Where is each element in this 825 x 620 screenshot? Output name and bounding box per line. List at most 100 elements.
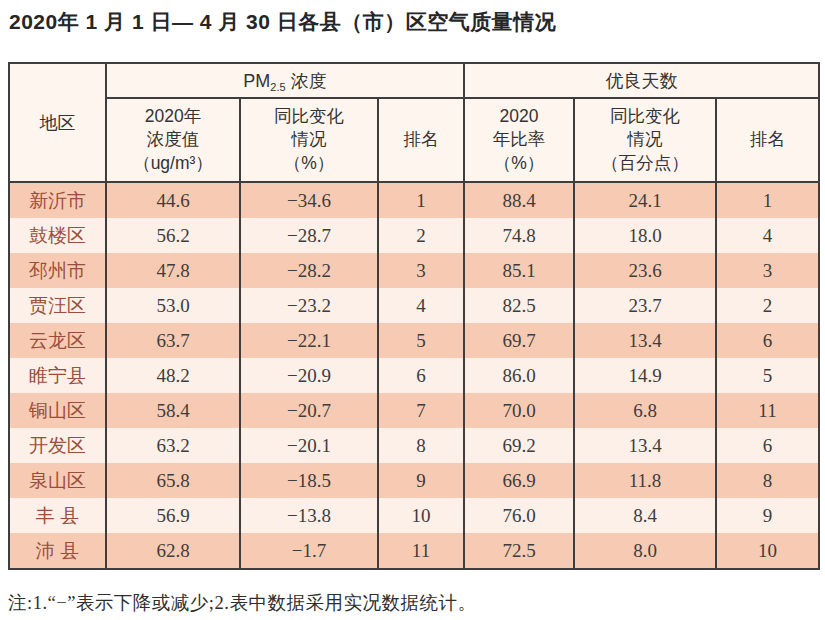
good-rank-cell: 11 — [716, 393, 819, 428]
table-row: 铜山区 58.4 −20.7 7 70.0 6.8 11 — [9, 393, 819, 428]
pm-change-cell: −20.7 — [240, 393, 378, 428]
pm-value-cell: 58.4 — [106, 393, 240, 428]
good-change-cell: 23.6 — [574, 253, 716, 288]
pm-value-cell: 47.8 — [106, 253, 240, 288]
pm-rank-cell: 8 — [378, 428, 464, 463]
good-rank-cell: 10 — [716, 533, 819, 569]
good-change-cell: 8.4 — [574, 498, 716, 533]
region-cell: 丰 县 — [9, 498, 106, 533]
pm-rank-cell: 10 — [378, 498, 464, 533]
region-cell: 新沂市 — [9, 182, 106, 218]
region-cell: 贾汪区 — [9, 288, 106, 323]
pm-change-cell: −20.9 — [240, 358, 378, 393]
pm-rank-cell: 2 — [378, 218, 464, 253]
column-group-good-days: 优良天数 — [464, 63, 819, 98]
region-cell: 铜山区 — [9, 393, 106, 428]
table-row: 邳州市 47.8 −28.2 3 85.1 23.6 3 — [9, 253, 819, 288]
good-rate-cell: 85.1 — [464, 253, 574, 288]
good-rate-cell: 70.0 — [464, 393, 574, 428]
pm-rank-cell: 7 — [378, 393, 464, 428]
good-rank-cell: 1 — [716, 182, 819, 218]
pm-change-cell: −28.2 — [240, 253, 378, 288]
pm-label-prefix: PM — [243, 71, 270, 91]
pm-value-cell: 63.7 — [106, 323, 240, 358]
pm-change-cell: −23.2 — [240, 288, 378, 323]
table-row: 睢宁县 48.2 −20.9 6 86.0 14.9 5 — [9, 358, 819, 393]
good-change-cell: 11.8 — [574, 463, 716, 498]
pm-value-cell: 48.2 — [106, 358, 240, 393]
pm-value-cell: 65.8 — [106, 463, 240, 498]
group-header-row: 地区 PM2.5 浓度 优良天数 — [9, 63, 819, 98]
table-row: 丰 县 56.9 −13.8 10 76.0 8.4 9 — [9, 498, 819, 533]
good-rate-cell: 82.5 — [464, 288, 574, 323]
pm-rank-cell: 6 — [378, 358, 464, 393]
pm-change-cell: −13.8 — [240, 498, 378, 533]
table-row: 鼓楼区 56.2 −28.7 2 74.8 18.0 4 — [9, 218, 819, 253]
region-cell: 云龙区 — [9, 323, 106, 358]
pm-change-cell: −34.6 — [240, 182, 378, 218]
good-change-cell: 18.0 — [574, 218, 716, 253]
column-header-good-rate: 2020 年比率 （%） — [464, 98, 574, 182]
sub-header-row: 2020年 浓度值 （ug/m³） 同比变化 情况 （%） 排名 2020 年比… — [9, 98, 819, 182]
good-rate-cell: 74.8 — [464, 218, 574, 253]
region-cell: 鼓楼区 — [9, 218, 106, 253]
good-change-cell: 13.4 — [574, 428, 716, 463]
pm-rank-cell: 5 — [378, 323, 464, 358]
pm-change-cell: −28.7 — [240, 218, 378, 253]
good-rate-cell: 88.4 — [464, 182, 574, 218]
column-header-good-rank: 排名 — [716, 98, 819, 182]
table-row: 泉山区 65.8 −18.5 9 66.9 11.8 8 — [9, 463, 819, 498]
table-row: 贾汪区 53.0 −23.2 4 82.5 23.7 2 — [9, 288, 819, 323]
pm-rank-cell: 3 — [378, 253, 464, 288]
good-change-cell: 6.8 — [574, 393, 716, 428]
column-group-pm25: PM2.5 浓度 — [106, 63, 464, 98]
air-quality-table: 地区 PM2.5 浓度 优良天数 2020年 浓度值 （ug/m³） 同比变化 … — [8, 62, 820, 570]
pm-rank-cell: 1 — [378, 182, 464, 218]
good-rate-cell: 69.2 — [464, 428, 574, 463]
pm-change-cell: −18.5 — [240, 463, 378, 498]
region-cell: 泉山区 — [9, 463, 106, 498]
good-rank-cell: 6 — [716, 323, 819, 358]
good-rank-cell: 6 — [716, 428, 819, 463]
pm-value-cell: 56.2 — [106, 218, 240, 253]
table-row: 云龙区 63.7 −22.1 5 69.7 13.4 6 — [9, 323, 819, 358]
column-header-pm-rank: 排名 — [378, 98, 464, 182]
pm-change-cell: −22.1 — [240, 323, 378, 358]
good-rank-cell: 5 — [716, 358, 819, 393]
pm-value-cell: 62.8 — [106, 533, 240, 569]
good-change-cell: 24.1 — [574, 182, 716, 218]
table-row: 沛 县 62.8 −1.7 11 72.5 8.0 10 — [9, 533, 819, 569]
good-rank-cell: 2 — [716, 288, 819, 323]
pm-value-cell: 53.0 — [106, 288, 240, 323]
pm-rank-cell: 11 — [378, 533, 464, 569]
good-change-cell: 13.4 — [574, 323, 716, 358]
region-cell: 邳州市 — [9, 253, 106, 288]
good-change-cell: 23.7 — [574, 288, 716, 323]
good-change-cell: 14.9 — [574, 358, 716, 393]
page: 2020年 1 月 1 日— 4 月 30 日各县（市）区空气质量情况 地区 P… — [0, 0, 825, 620]
good-rate-cell: 76.0 — [464, 498, 574, 533]
page-title: 2020年 1 月 1 日— 4 月 30 日各县（市）区空气质量情况 — [9, 8, 556, 36]
table-row: 新沂市 44.6 −34.6 1 88.4 24.1 1 — [9, 182, 819, 218]
good-rate-cell: 69.7 — [464, 323, 574, 358]
good-rank-cell: 3 — [716, 253, 819, 288]
pm-label-subscript: 2.5 — [270, 81, 285, 93]
pm-rank-cell: 4 — [378, 288, 464, 323]
pm-value-cell: 56.9 — [106, 498, 240, 533]
column-header-pm-change: 同比变化 情况 （%） — [240, 98, 378, 182]
footnote: 注:1.“−”表示下降或减少;2.表中数据采用实况数据统计。 — [8, 590, 476, 615]
pm-value-cell: 44.6 — [106, 182, 240, 218]
table-row: 开发区 63.2 −20.1 8 69.2 13.4 6 — [9, 428, 819, 463]
pm-value-cell: 63.2 — [106, 428, 240, 463]
good-rank-cell: 4 — [716, 218, 819, 253]
pm-change-cell: −1.7 — [240, 533, 378, 569]
good-rank-cell: 8 — [716, 463, 819, 498]
pm-rank-cell: 9 — [378, 463, 464, 498]
good-rate-cell: 66.9 — [464, 463, 574, 498]
table-header: 地区 PM2.5 浓度 优良天数 2020年 浓度值 （ug/m³） 同比变化 … — [9, 63, 819, 182]
region-cell: 沛 县 — [9, 533, 106, 569]
good-rate-cell: 86.0 — [464, 358, 574, 393]
pm-label-suffix: 浓度 — [286, 71, 327, 91]
good-rate-cell: 72.5 — [464, 533, 574, 569]
column-header-good-change: 同比变化 情况 （百分点） — [574, 98, 716, 182]
